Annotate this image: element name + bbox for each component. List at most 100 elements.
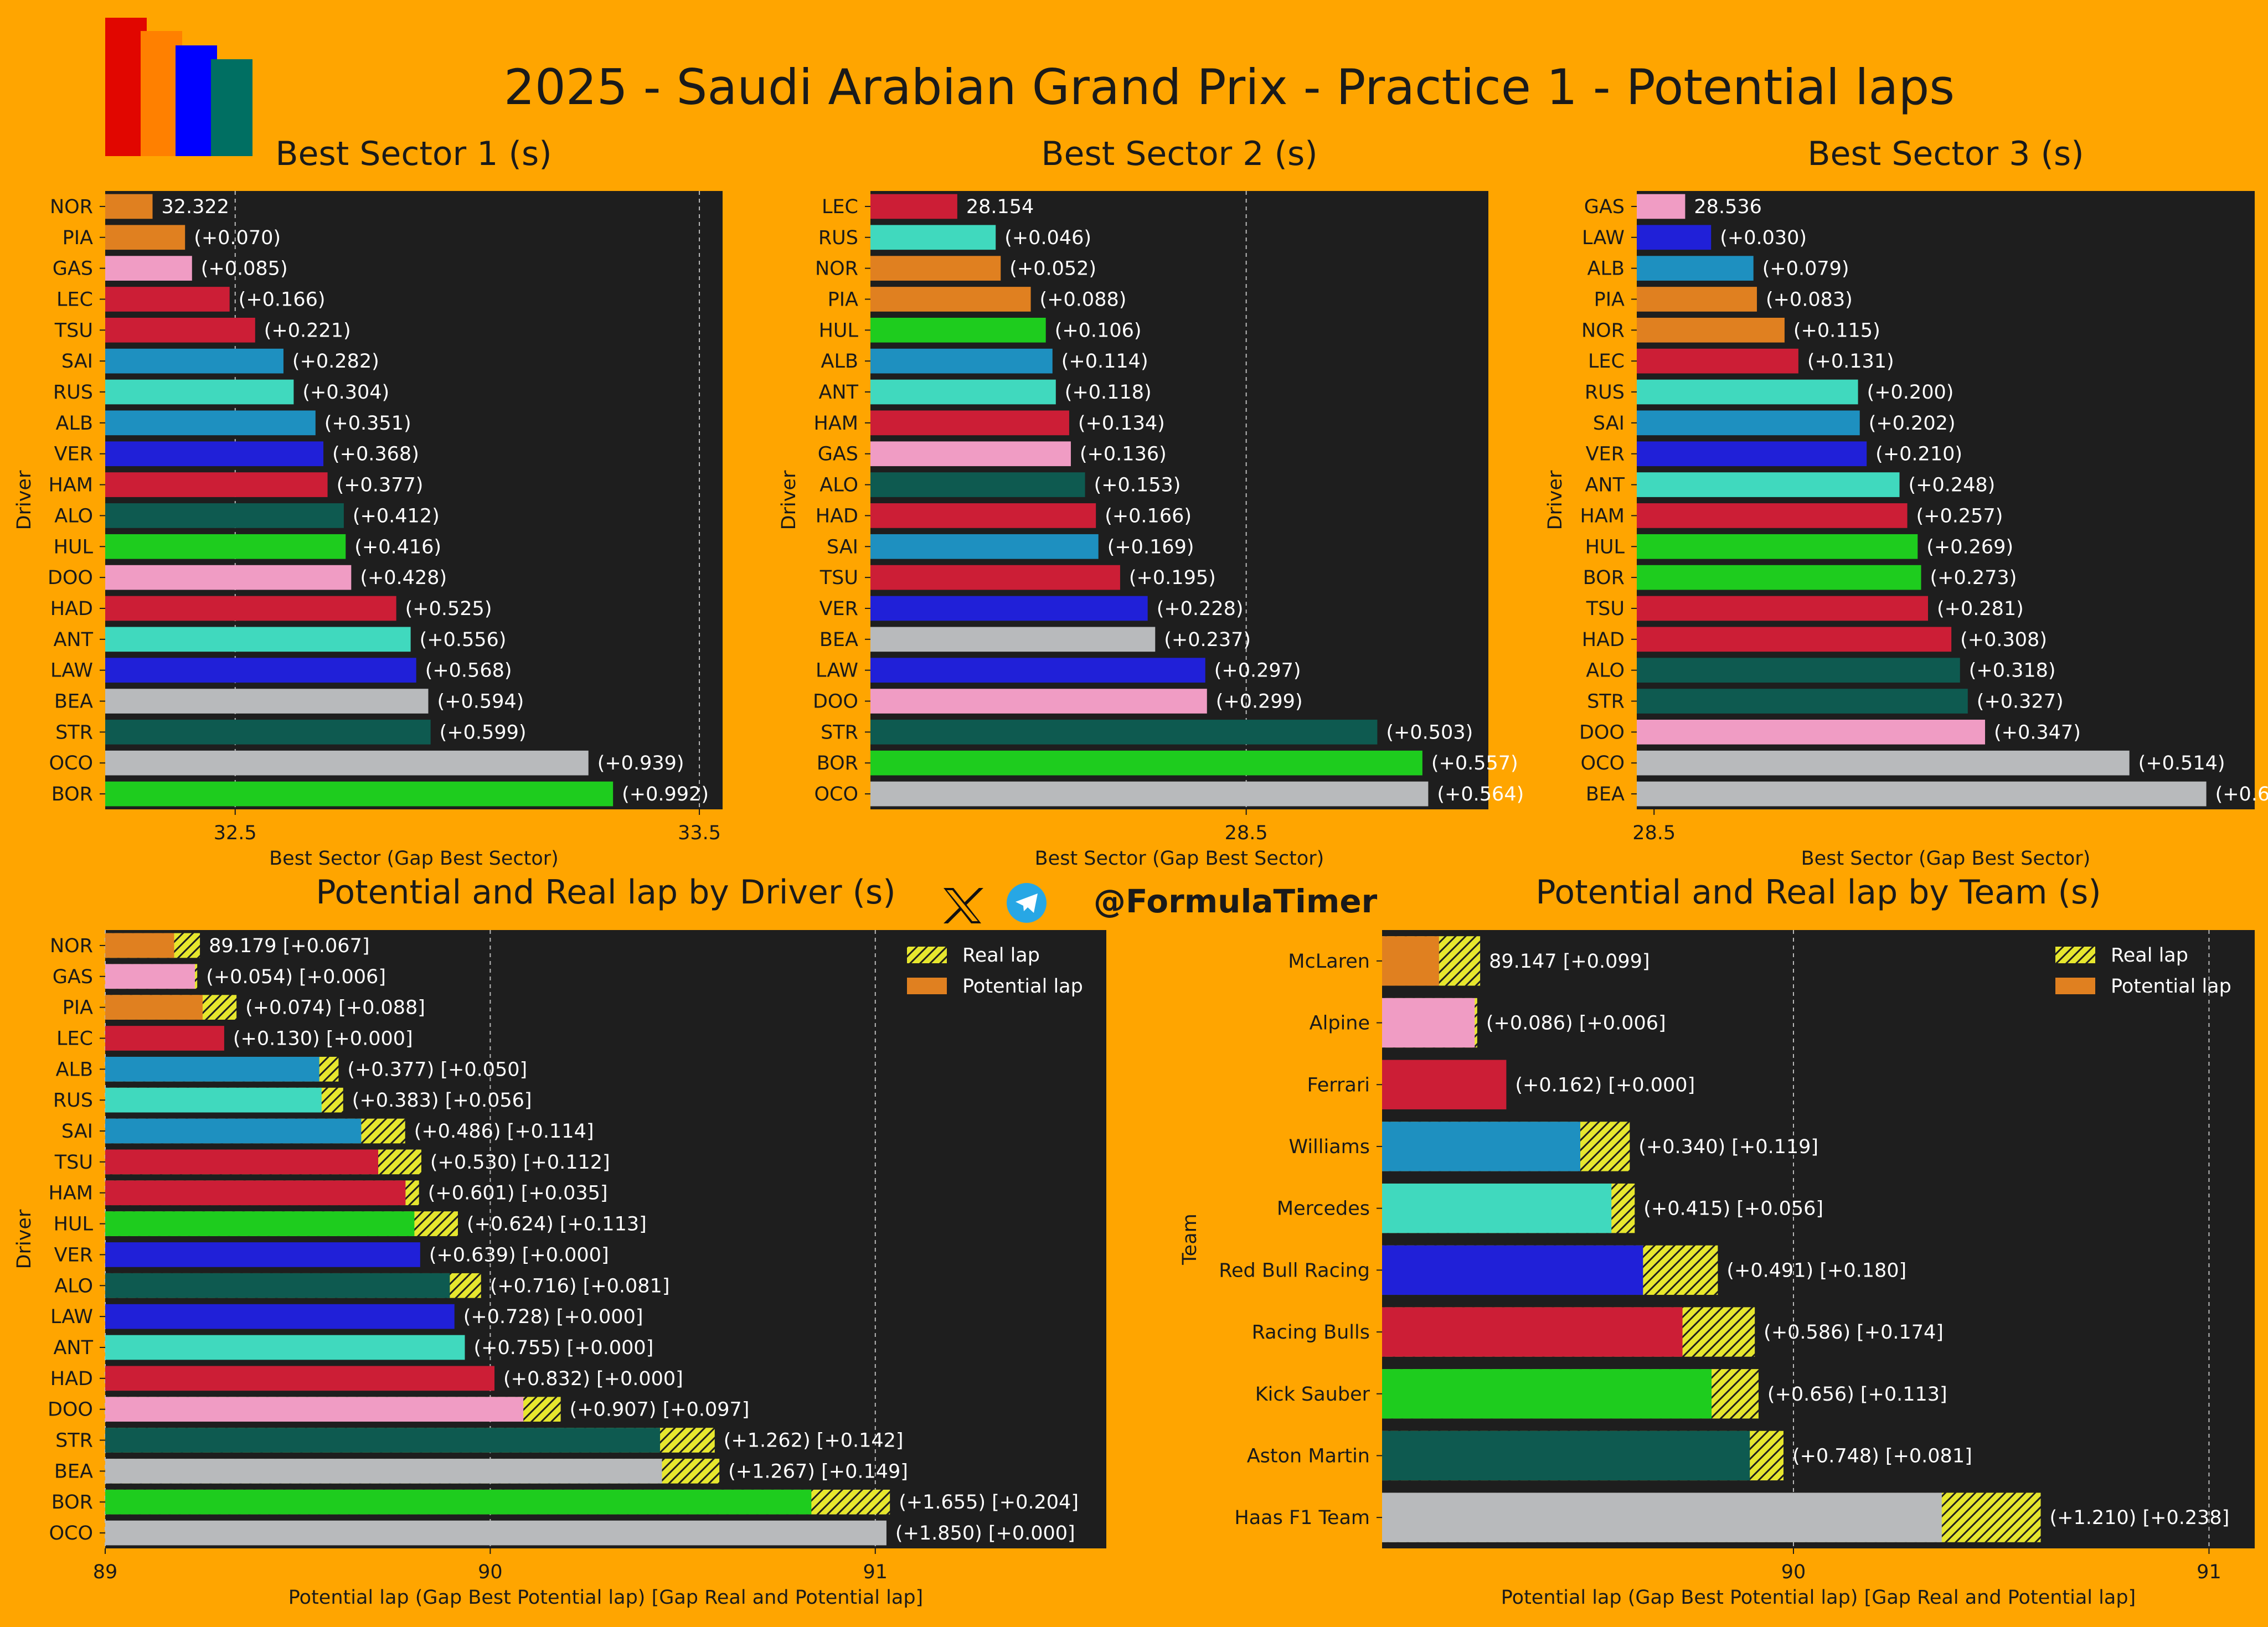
data-label: (+0.052) (1009, 258, 1096, 280)
data-label: (+0.169) (1107, 536, 1194, 558)
potential-lap-bar (105, 1335, 465, 1360)
data-label: (+0.491) [+0.180] (1726, 1259, 1906, 1282)
data-label: (+0.118) (1065, 381, 1152, 404)
panel-title: Best Sector 3 (s) (1807, 135, 2084, 173)
potential-lap-bar (105, 964, 195, 989)
y-tick-label: ALO (54, 1275, 93, 1297)
data-label: (+0.070) (194, 227, 281, 249)
y-tick-label: OCO (49, 752, 93, 774)
data-label: (+0.755) [+0.000] (473, 1337, 653, 1359)
x-tick-label: 28.5 (1225, 822, 1268, 844)
data-label: (+1.210) [+0.238] (2050, 1507, 2230, 1529)
sector-bar (870, 627, 1156, 652)
y-tick-label: TSU (54, 319, 93, 342)
y-tick-label: OCO (49, 1522, 93, 1545)
data-label: (+0.088) (1040, 288, 1127, 311)
legend-swatch-real (907, 947, 947, 963)
y-tick-label: STR (55, 721, 93, 743)
potential-lap-bar (105, 1149, 379, 1175)
potential-lap-bar (105, 1366, 495, 1391)
x-tick-label: 91 (863, 1561, 888, 1583)
y-tick-label: HAM (49, 474, 93, 497)
x-axis-label: Potential lap (Gap Best Potential lap) [… (1501, 1587, 2136, 1609)
sector-bar (105, 750, 589, 776)
data-label: (+0.599) (440, 721, 527, 743)
y-tick-label: STR (821, 721, 858, 743)
sector-bar (870, 472, 1085, 497)
potential-lap-bar (105, 1026, 224, 1051)
data-label: (+1.850) [+0.000] (895, 1522, 1075, 1545)
y-tick-label: LAW (1582, 227, 1625, 249)
data-label: (+0.594) (437, 691, 524, 713)
x-logo-icon (944, 888, 983, 923)
logo-bar-blue (176, 45, 217, 156)
potential-lap-bar (1382, 1369, 1712, 1419)
chart-drivers: 89.179 [+0.067] NOR (+0.054) [+0.006] GAS (+… (13, 873, 1106, 1609)
data-label: (+0.083) (1766, 288, 1853, 311)
data-label: (+0.832) [+0.000] (503, 1368, 683, 1390)
potential-lap-bar (105, 1180, 406, 1206)
data-label: (+0.412) (353, 505, 440, 527)
sector-bar (1637, 534, 1918, 559)
data-label: (+0.428) (360, 567, 447, 589)
data-label: 28.536 (1694, 196, 1761, 218)
data-label: (+0.748) [+0.081] (1792, 1445, 1972, 1467)
data-label: (+0.054) [+0.006] (206, 966, 386, 988)
potential-lap-bar (1382, 998, 1475, 1048)
panel-title: Potential and Real lap by Team (s) (1535, 873, 2101, 912)
data-label: (+0.601) [+0.035] (428, 1182, 608, 1205)
sector-bar (870, 781, 1429, 807)
data-label: (+0.514) (2138, 752, 2225, 774)
y-tick-label: HAM (49, 1182, 93, 1205)
plot-area (1637, 191, 2255, 809)
data-label: (+0.166) (1105, 505, 1192, 527)
plot-area (870, 191, 1488, 809)
sector-bar (1637, 596, 1929, 621)
y-tick-label: PIA (1594, 288, 1625, 311)
y-tick-label: OCO (814, 783, 858, 805)
sector-bar (105, 379, 294, 405)
y-tick-label: DOO (48, 1399, 93, 1421)
sector-bar (105, 781, 614, 807)
potential-lap-bar (105, 1397, 524, 1422)
sector-bar (870, 565, 1120, 590)
y-tick-label: HAM (1580, 505, 1625, 527)
potential-lap-bar (105, 1428, 661, 1453)
data-label: (+0.202) (1869, 412, 1956, 435)
sector-bar (1637, 379, 1858, 405)
y-tick-label: Kick Sauber (1255, 1383, 1370, 1406)
potential-lap-bar (1382, 936, 1439, 986)
x-axis-label: Potential lap (Gap Best Potential lap) [… (288, 1587, 923, 1609)
y-tick-label: NOR (815, 258, 858, 280)
y-tick-label: TSU (819, 567, 858, 589)
potential-lap-bar (105, 1273, 450, 1298)
legend-label: Real lap (962, 944, 1040, 967)
y-tick-label: PIA (63, 227, 93, 249)
sector-bar (1637, 565, 1921, 590)
plot-area (105, 191, 723, 809)
sector-bar (870, 503, 1096, 528)
y-tick-label: Aston Martin (1247, 1445, 1370, 1467)
sector-bar (1637, 781, 2207, 807)
telegram-icon (1007, 883, 1047, 923)
potential-lap-bar (1382, 1430, 1750, 1481)
y-tick-label: Ferrari (1307, 1074, 1370, 1096)
y-tick-label: SAI (61, 1120, 93, 1143)
data-label: 89.179 [+0.067] (209, 935, 369, 957)
y-tick-label: ALB (1587, 258, 1625, 280)
data-label: (+0.383) [+0.056] (352, 1089, 532, 1112)
data-label: (+0.281) (1937, 598, 2024, 620)
data-label: (+0.237) (1164, 629, 1251, 651)
y-tick-label: PIA (63, 997, 93, 1019)
y-tick-label: LAW (816, 660, 858, 682)
y-tick-label: SAI (827, 536, 858, 558)
data-label: (+0.200) (1867, 381, 1954, 404)
data-label: (+0.273) (1930, 567, 2017, 589)
data-label: (+0.269) (1926, 536, 2013, 558)
figure-title: 2025 - Saudi Arabian Grand Prix - Practi… (504, 59, 1955, 116)
sector-bar (105, 256, 192, 281)
logo-bar-green (211, 59, 252, 156)
potential-lap-bar (1382, 1183, 1612, 1233)
data-label: 89.147 [+0.099] (1489, 951, 1650, 973)
